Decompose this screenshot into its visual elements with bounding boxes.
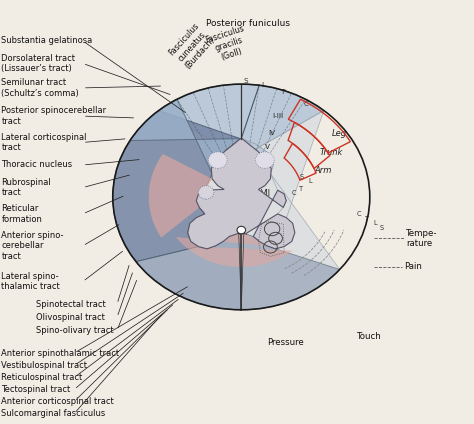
Text: Posterior spinocerebellar
tract: Posterior spinocerebellar tract: [1, 106, 107, 126]
Polygon shape: [241, 233, 340, 310]
Text: Lateral corticospinal
tract: Lateral corticospinal tract: [1, 133, 87, 152]
Polygon shape: [149, 154, 212, 237]
Text: Tempe-
rature: Tempe- rature: [406, 229, 438, 248]
Text: Arm: Arm: [315, 166, 332, 175]
Polygon shape: [113, 111, 240, 262]
Text: L: L: [373, 220, 377, 226]
Circle shape: [255, 152, 274, 168]
Polygon shape: [159, 84, 324, 174]
Text: Anterior spino-
cerebellar
tract: Anterior spino- cerebellar tract: [1, 231, 64, 261]
Text: C: C: [291, 190, 296, 196]
Text: I-III: I-III: [272, 113, 283, 119]
Text: Touch: Touch: [357, 332, 382, 341]
Text: Thoracic nucleus: Thoracic nucleus: [1, 161, 73, 170]
Text: VIII: VIII: [237, 230, 248, 236]
Text: VI: VI: [262, 158, 269, 164]
Text: Reticular
formation: Reticular formation: [1, 204, 42, 223]
Text: Spino-olivary tract: Spino-olivary tract: [36, 326, 113, 335]
Text: Rubrospinal
tract: Rubrospinal tract: [1, 178, 51, 197]
Text: Anterior spinothalamic tract: Anterior spinothalamic tract: [1, 349, 119, 357]
Text: IX: IX: [260, 232, 267, 238]
Circle shape: [199, 186, 214, 199]
Text: Tectospinal tract: Tectospinal tract: [1, 385, 71, 394]
Text: Fasciculus
cuneatus
(Burdach): Fasciculus cuneatus (Burdach): [167, 22, 217, 72]
Text: IV: IV: [269, 130, 276, 136]
Text: Sulcomarginal fasciculus: Sulcomarginal fasciculus: [1, 409, 106, 418]
Circle shape: [237, 226, 246, 234]
Text: Pain: Pain: [404, 262, 422, 271]
Text: Semilunar tract
(Schultz’s comma): Semilunar tract (Schultz’s comma): [1, 78, 79, 98]
Text: V: V: [265, 144, 270, 151]
Circle shape: [208, 152, 227, 168]
Text: Pressure: Pressure: [267, 338, 304, 347]
Text: S: S: [243, 78, 248, 84]
Text: T: T: [281, 89, 285, 95]
Text: VII: VII: [261, 189, 271, 198]
Polygon shape: [136, 233, 241, 310]
Text: Leg: Leg: [332, 128, 347, 137]
Text: C: C: [357, 211, 361, 217]
Text: L: L: [308, 178, 311, 184]
Text: L: L: [262, 82, 265, 88]
Text: T: T: [299, 186, 303, 192]
Text: C: C: [304, 100, 309, 107]
Text: Posterior funiculus: Posterior funiculus: [206, 20, 290, 28]
Text: X: X: [225, 195, 230, 201]
Text: T: T: [365, 216, 369, 222]
Polygon shape: [130, 99, 240, 174]
Text: Spinotectal tract: Spinotectal tract: [36, 300, 105, 309]
Text: Substantia gelatinosa: Substantia gelatinosa: [1, 36, 92, 45]
Text: Olivospinal tract: Olivospinal tract: [36, 313, 105, 322]
Text: Dorsolateral tract
(Lissauer’s tract): Dorsolateral tract (Lissauer’s tract): [1, 54, 75, 73]
Polygon shape: [176, 233, 292, 267]
Polygon shape: [188, 139, 295, 249]
Text: Anterior corticospinal tract: Anterior corticospinal tract: [1, 397, 114, 406]
Text: Reticulospinal tract: Reticulospinal tract: [1, 373, 82, 382]
Text: Vestibulospinal tract: Vestibulospinal tract: [1, 361, 87, 370]
Text: Trunk: Trunk: [319, 148, 343, 157]
Text: Lateral spino-
thalamic tract: Lateral spino- thalamic tract: [1, 272, 60, 291]
Polygon shape: [113, 84, 340, 310]
Text: Fasciculus
gracilis
(Goll): Fasciculus gracilis (Goll): [205, 24, 252, 65]
Text: S: S: [299, 174, 303, 180]
Text: S: S: [380, 225, 384, 231]
